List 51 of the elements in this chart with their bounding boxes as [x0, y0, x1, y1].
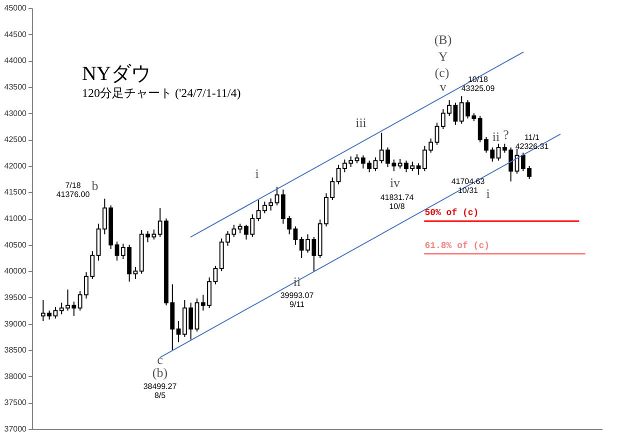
annotation: i — [255, 166, 260, 181]
y-tick-label: 40000 — [4, 266, 28, 276]
y-tick-label: 37000 — [4, 424, 28, 434]
annotation: 41831.74 10/8 — [380, 193, 414, 211]
y-tick-label: 39000 — [4, 319, 28, 328]
annotation: (b) — [152, 365, 168, 380]
annotation: ? — [503, 127, 510, 142]
candlestick — [114, 241, 120, 262]
y-tick-label: 38000 — [4, 372, 28, 381]
y-tick-label: 42500 — [4, 135, 28, 144]
annotation: iv — [390, 175, 401, 190]
y-tick-label: 43500 — [4, 82, 28, 92]
annotation: (c) — [434, 65, 450, 80]
y-tick-label: 40500 — [4, 240, 28, 250]
candlestick — [416, 162, 421, 176]
text: 120分足チャート ('24/7/1-11/4) — [82, 86, 241, 100]
candlestick — [256, 200, 261, 222]
candlestick — [453, 102, 458, 126]
annotation: (B) — [434, 32, 452, 47]
y-tick-label: 42000 — [4, 161, 28, 170]
candlestick — [336, 164, 341, 185]
candlestick — [53, 306, 58, 319]
candlestick — [496, 143, 501, 162]
y-tick-label: 45000 — [4, 4, 28, 12]
annotation: i — [486, 186, 490, 201]
y-tick-label: 39500 — [4, 292, 28, 302]
series-label: 61.8% of (c) — [424, 240, 490, 251]
annotation: v — [440, 79, 447, 94]
annotation: b — [92, 178, 98, 193]
annotation: 7/18 41376.00 — [56, 181, 90, 199]
annotation: Y — [438, 49, 448, 64]
annotation: 38499.27 8/5 — [143, 382, 178, 400]
y-tick-label: 37500 — [4, 398, 28, 408]
candlestick — [176, 320, 181, 343]
candlestick — [133, 266, 138, 280]
y-tick-label: 44500 — [4, 30, 28, 39]
y-tick-label: 41500 — [4, 188, 28, 197]
y-tick-label: 43000 — [4, 108, 28, 118]
y-tick-label: 38500 — [4, 346, 28, 355]
y-tick-label: 44000 — [4, 56, 28, 66]
text: NYダウ — [82, 63, 151, 85]
annotation: ii — [492, 129, 500, 144]
y-tick-label: 41000 — [4, 214, 28, 223]
annotation: c — [157, 352, 164, 367]
candlestick — [293, 226, 298, 246]
candlestick — [213, 265, 218, 285]
candlestick — [373, 156, 378, 172]
candlestick — [434, 122, 440, 146]
series-label: 50% of (c) — [424, 208, 479, 218]
annotation: 39993.07 9/11 — [280, 291, 314, 309]
annotation: iii — [356, 115, 367, 130]
